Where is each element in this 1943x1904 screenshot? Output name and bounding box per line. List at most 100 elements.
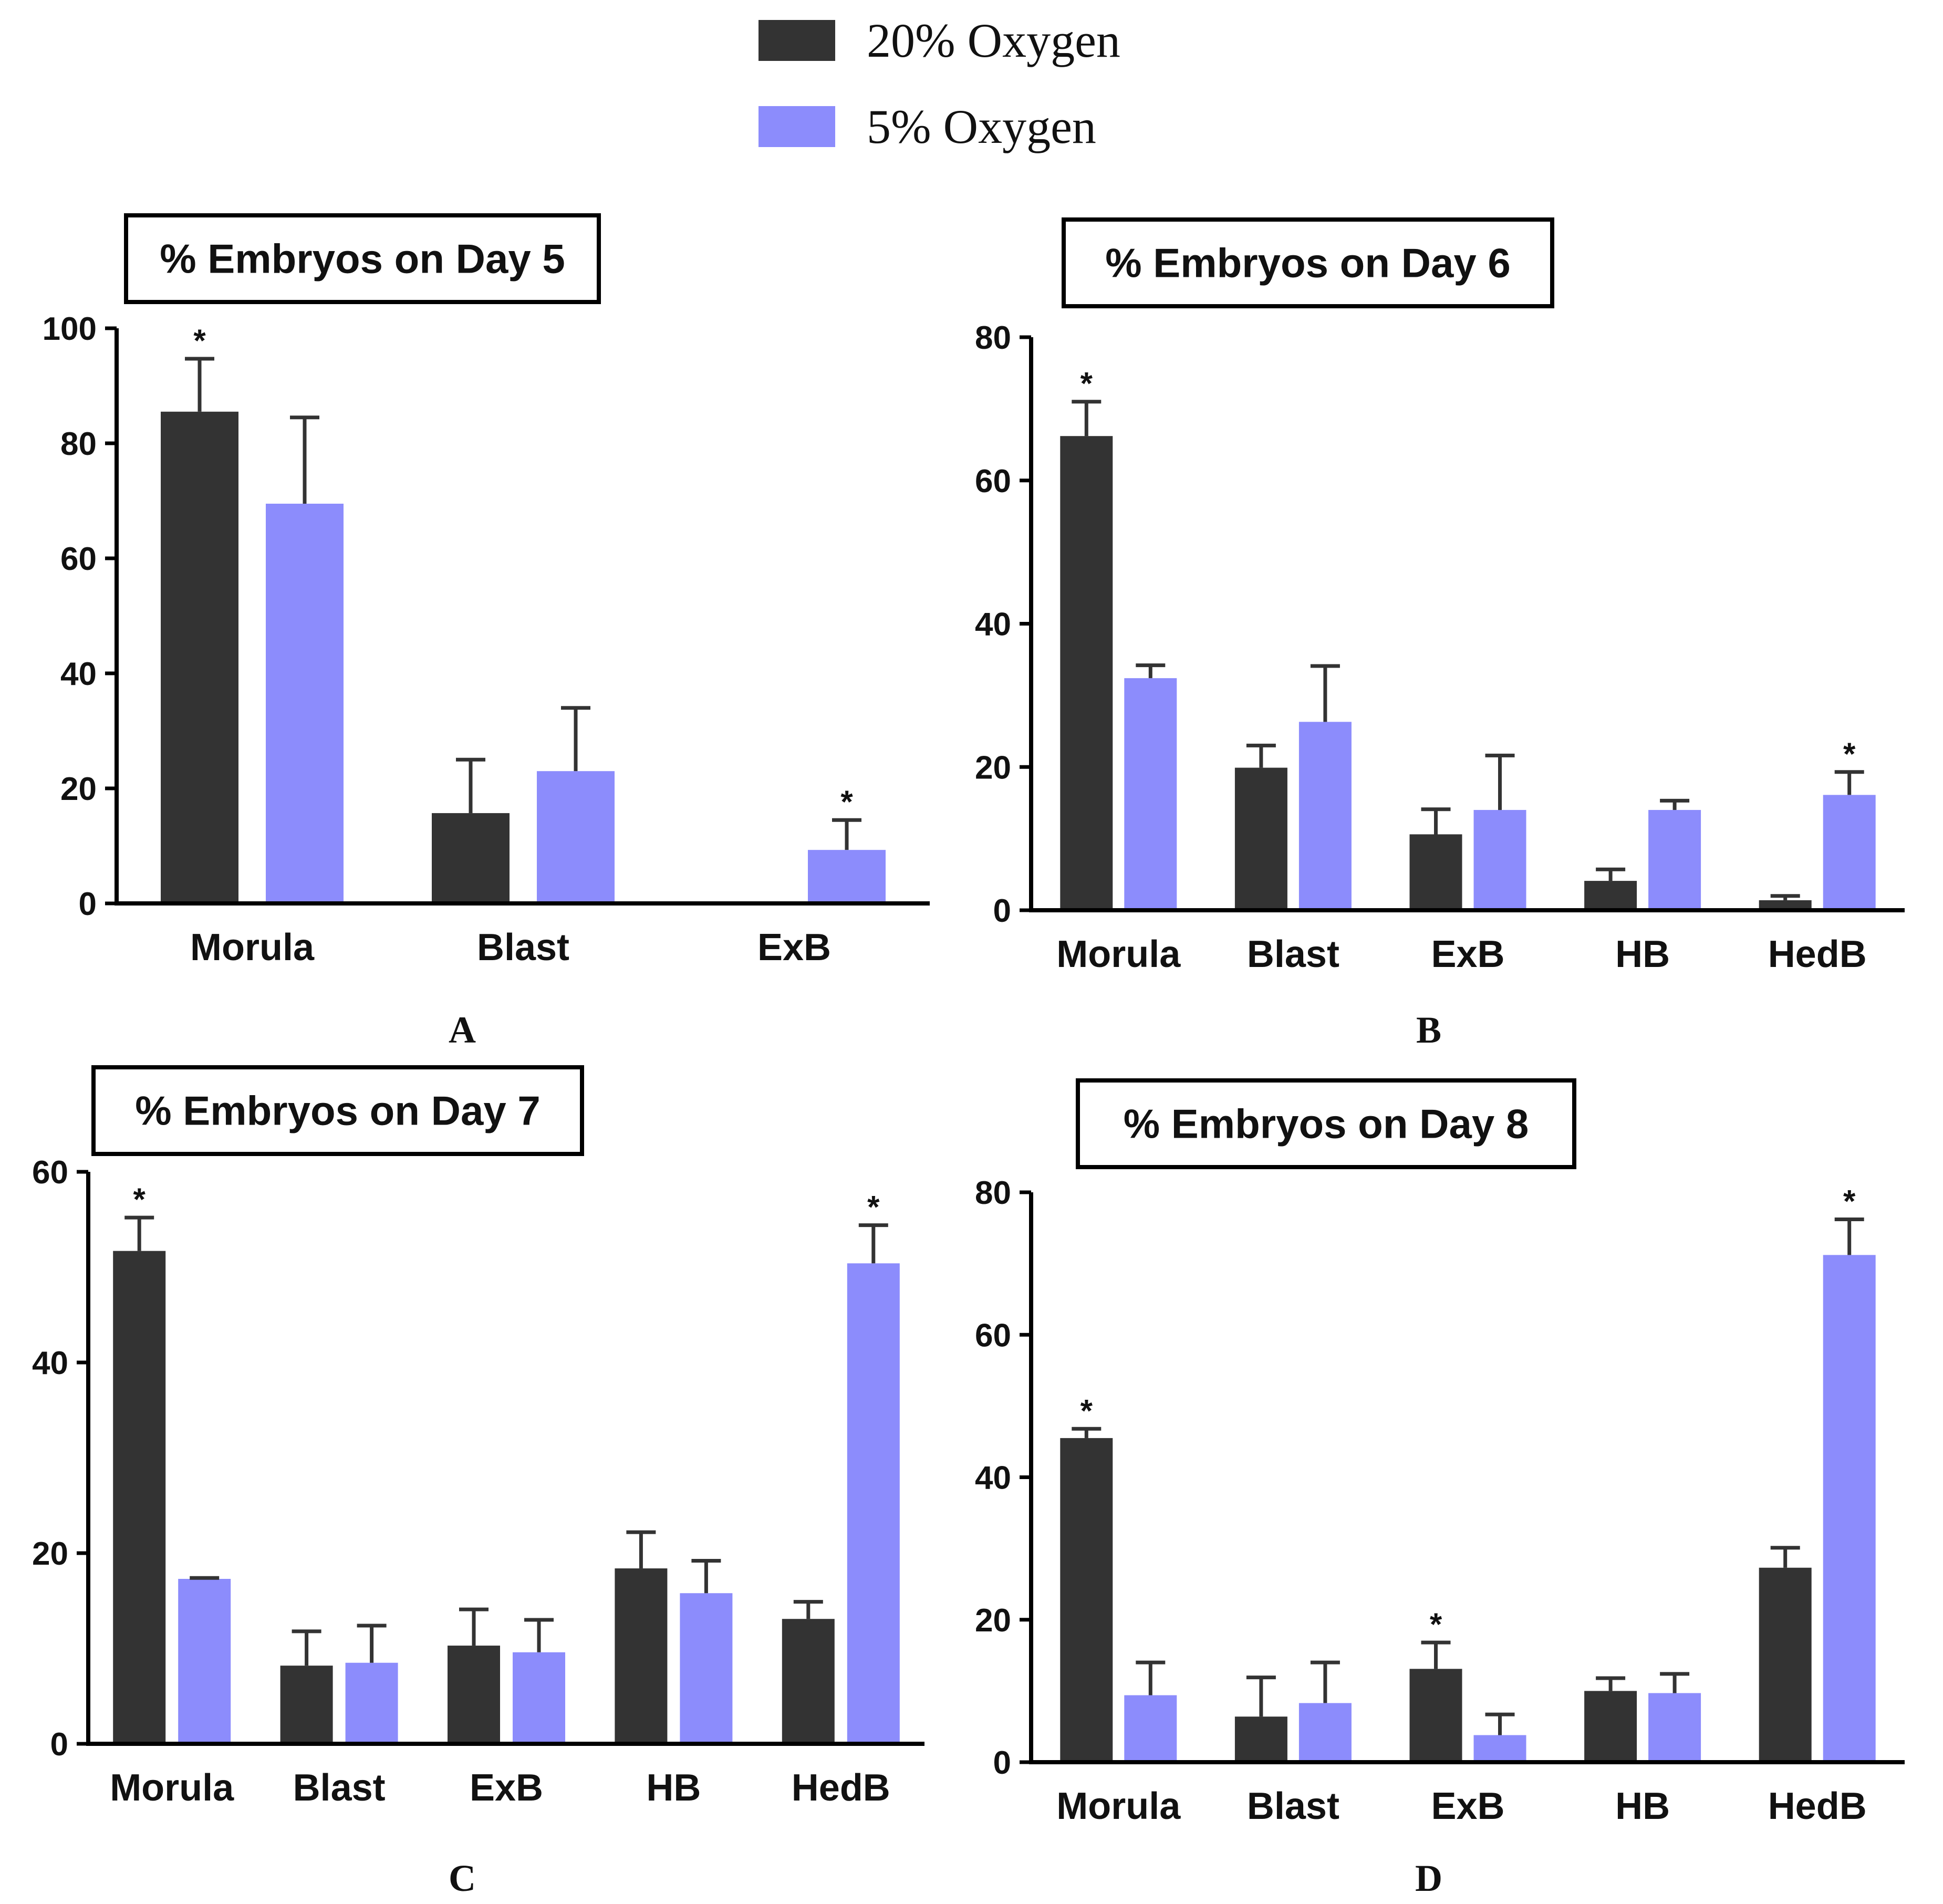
- chart-panel-d: % Embryos on Day 8 0 20 40 60 80 * Morula Blast *…: [975, 1078, 1905, 1899]
- bar-d-blast-20-oxygen: [1234, 1716, 1287, 1762]
- significance-star-a-morula: *: [193, 323, 206, 358]
- y-tick-label-d-20: 20: [975, 1603, 1011, 1639]
- y-tick-label-b-20: 20: [975, 750, 1011, 786]
- y-tick-label-b-60: 60: [975, 463, 1011, 500]
- chart-panel-b: % Embryos on Day 6 0 20 40 60 80 * Morula Blast E…: [975, 217, 1905, 1051]
- y-tick-label-a-20: 20: [60, 771, 97, 807]
- bar-b-exb-20-oxygen: [1409, 834, 1462, 910]
- bar-d-exb-20-oxygen: [1409, 1669, 1462, 1762]
- bar-b-hedb-5-oxygen: [1823, 795, 1876, 910]
- significance-star-a-exb: *: [840, 784, 853, 819]
- bar-d-hedb-5-oxygen: [1823, 1255, 1876, 1762]
- significance-star-d-morula: *: [1080, 1393, 1093, 1428]
- x-tick-label-d-hb: HB: [1615, 1785, 1670, 1827]
- bar-b-morula-20-oxygen: [1060, 436, 1113, 910]
- x-tick-label-a-blast: Blast: [477, 927, 569, 969]
- legend: 20% Oxygen 5% Oxygen: [759, 14, 1120, 153]
- x-tick-label-b-morula: Morula: [1056, 933, 1181, 975]
- y-tick-label-a-0: 0: [79, 886, 97, 922]
- significance-star-d-exb: *: [1430, 1607, 1442, 1642]
- x-tick-label-d-morula: Morula: [1056, 1785, 1181, 1827]
- bar-b-hb-5-oxygen: [1648, 810, 1701, 910]
- chart-panel-c: % Embryos on Day 7 0 20 40 60 * Morula Blast ExB…: [32, 1065, 924, 1899]
- bar-a-exb-5-oxygen: [808, 850, 886, 903]
- bar-c-blast-5-oxygen: [345, 1662, 398, 1744]
- x-tick-label-d-exb: ExB: [1431, 1785, 1504, 1827]
- x-tick-label-c-morula: Morula: [110, 1767, 234, 1809]
- panel-label-c: C: [449, 1857, 476, 1899]
- y-tick-label-d-60: 60: [975, 1317, 1011, 1354]
- legend-label-20-oxygen: 20% Oxygen: [867, 14, 1120, 67]
- y-tick-label-d-40: 40: [975, 1460, 1011, 1496]
- significance-star-c-hedb: *: [867, 1190, 880, 1225]
- y-tick-label-a-60: 60: [60, 541, 97, 577]
- x-tick-label-b-hb: HB: [1615, 933, 1670, 975]
- y-tick-label-c-60: 60: [32, 1154, 68, 1191]
- bar-d-hb-20-oxygen: [1584, 1691, 1637, 1762]
- significance-star-b-hedb: *: [1843, 736, 1856, 772]
- x-tick-label-a-morula: Morula: [190, 927, 315, 969]
- x-tick-label-c-exb: ExB: [470, 1767, 543, 1809]
- panel-label-b: B: [1416, 1009, 1441, 1051]
- bar-c-exb-5-oxygen: [513, 1652, 565, 1744]
- bar-b-blast-20-oxygen: [1234, 767, 1287, 910]
- y-tick-label-b-80: 80: [975, 320, 1011, 356]
- bar-b-morula-5-oxygen: [1124, 678, 1177, 910]
- bar-b-blast-5-oxygen: [1298, 722, 1352, 910]
- bar-b-hedb-20-oxygen: [1759, 900, 1812, 910]
- chart-title-b: % Embryos on Day 6: [1105, 240, 1511, 286]
- x-tick-label-d-hedb: HedB: [1768, 1785, 1867, 1827]
- bar-b-hb-20-oxygen: [1584, 881, 1637, 910]
- y-tick-label-c-40: 40: [32, 1345, 68, 1381]
- y-tick-label-d-80: 80: [975, 1175, 1011, 1211]
- chart-panel-a: % Embryos on Day 5 0 20 40 60 80 100 * Morula Bla…: [43, 213, 930, 1051]
- chart-title-box-d: [1076, 1078, 1576, 1169]
- y-tick-label-b-40: 40: [975, 607, 1011, 643]
- chart-title-box-b: [1062, 217, 1554, 308]
- bar-d-blast-5-oxygen: [1298, 1703, 1352, 1762]
- x-tick-label-b-hedb: HedB: [1768, 933, 1867, 975]
- bar-d-morula-20-oxygen: [1060, 1438, 1113, 1762]
- bar-a-blast-5-oxygen: [537, 771, 615, 903]
- bar-c-morula-20-oxygen: [113, 1251, 166, 1744]
- x-tick-label-c-hb: HB: [646, 1767, 701, 1809]
- chart-title-box-c: [91, 1065, 584, 1156]
- legend-swatch-20-oxygen: [759, 20, 835, 61]
- chart-title-c: % Embryos on Day 7: [135, 1088, 541, 1134]
- y-tick-label-c-0: 0: [50, 1726, 68, 1763]
- x-tick-label-c-hedb: HedB: [792, 1767, 890, 1809]
- bar-d-morula-5-oxygen: [1124, 1695, 1177, 1762]
- panel-label-a: A: [449, 1009, 476, 1051]
- y-tick-label-d-0: 0: [993, 1745, 1011, 1781]
- chart-title-d: % Embryos on Day 8: [1124, 1101, 1529, 1147]
- x-tick-label-b-exb: ExB: [1431, 933, 1504, 975]
- y-tick-label-a-100: 100: [43, 311, 97, 347]
- y-tick-label-b-0: 0: [993, 893, 1011, 929]
- x-tick-label-b-blast: Blast: [1247, 933, 1339, 975]
- bar-c-blast-20-oxygen: [280, 1666, 333, 1744]
- legend-swatch-5-oxygen: [759, 106, 835, 147]
- legend-label-5-oxygen: 5% Oxygen: [867, 100, 1096, 153]
- y-tick-label-c-20: 20: [32, 1536, 68, 1572]
- significance-star-b-morula: *: [1080, 366, 1093, 401]
- x-tick-label-d-blast: Blast: [1247, 1785, 1339, 1827]
- significance-star-c-morula: *: [133, 1182, 146, 1217]
- x-tick-label-c-blast: Blast: [293, 1767, 386, 1809]
- bar-c-hedb-20-oxygen: [782, 1619, 835, 1744]
- bar-d-hedb-20-oxygen: [1759, 1567, 1812, 1762]
- panel-label-d: D: [1415, 1857, 1442, 1899]
- chart-title-a: % Embryos on Day 5: [160, 236, 565, 282]
- bar-c-exb-20-oxygen: [448, 1646, 500, 1744]
- significance-star-d-hedb: *: [1843, 1184, 1856, 1219]
- y-tick-label-a-40: 40: [60, 656, 97, 692]
- x-tick-label-a-exb: ExB: [757, 927, 831, 969]
- bar-c-hedb-5-oxygen: [847, 1263, 900, 1744]
- bar-a-morula-5-oxygen: [266, 503, 344, 903]
- bar-c-morula-5-oxygen: [178, 1579, 231, 1744]
- bar-b-exb-5-oxygen: [1473, 810, 1526, 910]
- bar-c-hb-20-oxygen: [615, 1568, 668, 1744]
- bar-d-exb-5-oxygen: [1473, 1735, 1526, 1762]
- y-tick-label-a-80: 80: [60, 426, 97, 462]
